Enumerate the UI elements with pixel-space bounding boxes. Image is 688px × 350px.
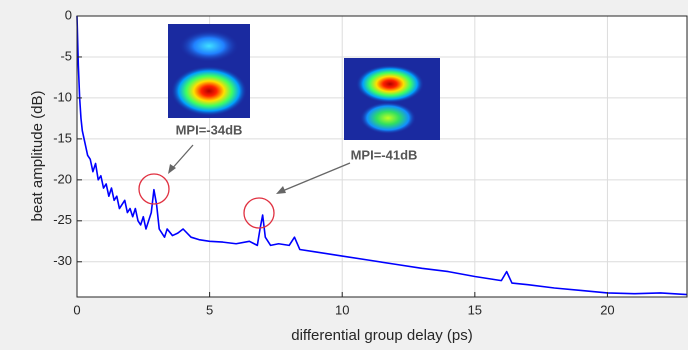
y-tick-label: -10 [53, 89, 72, 104]
y-tick-label: 0 [65, 7, 72, 22]
y-tick-label: -20 [53, 171, 72, 186]
x-tick-label: 5 [206, 302, 213, 317]
x-tick-label: 20 [600, 302, 614, 317]
y-tick-label: -25 [53, 212, 72, 227]
x-tick-label: 15 [468, 302, 482, 317]
inset-image [168, 24, 250, 118]
annotation: MPI=-41dB [351, 147, 418, 162]
y-tick-label: -30 [53, 253, 72, 268]
y-tick-label: -15 [53, 130, 72, 145]
annotation: MPI=-34dB [176, 122, 243, 137]
chart: MPI=-34dB MPI=-41dB differential group d… [0, 0, 688, 350]
x-axis-label: differential group delay (ps) [291, 327, 473, 344]
y-axis-label: beat amplitude (dB) [29, 91, 46, 222]
x-tick-label: 0 [73, 302, 80, 317]
inset-image [344, 58, 440, 140]
y-tick-label: -5 [60, 48, 72, 63]
x-tick-label: 10 [335, 302, 349, 317]
